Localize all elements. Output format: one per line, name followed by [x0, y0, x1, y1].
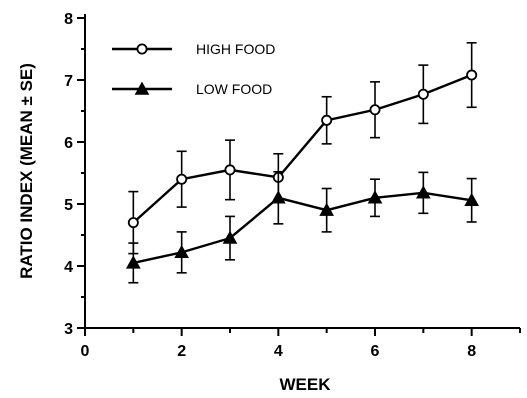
x-tick-label: 4	[274, 343, 283, 360]
low-food-point	[270, 190, 286, 204]
legend-high-food-marker	[136, 43, 148, 55]
low-food-point	[174, 244, 190, 259]
y-tick-label: 6	[64, 135, 73, 152]
low-food-point	[319, 202, 335, 216]
low-food-point	[222, 230, 238, 244]
plot-area: 3 4 5 6 7 8 0 2 4 6 8 HIGH FOOD LOW FOOD	[64, 11, 521, 360]
legend-low-food-label: LOW FOOD	[196, 81, 272, 97]
high-food-series-line	[132, 73, 473, 224]
high-food-point	[127, 217, 139, 229]
y-tick-label: 7	[64, 73, 73, 90]
low-food-point	[415, 185, 431, 199]
high-food-point	[417, 88, 429, 100]
x-tick-label: 2	[177, 343, 186, 360]
low-food-series-line	[133, 191, 472, 265]
low-food-point	[464, 192, 480, 206]
y-tick-label: 5	[64, 197, 73, 214]
high-food-point	[224, 164, 236, 176]
legend-high-food-label: HIGH FOOD	[196, 41, 275, 57]
low-food-point	[367, 190, 383, 204]
x-tick-label: 6	[371, 343, 380, 360]
y-tick-label: 4	[64, 259, 73, 276]
x-axis-title: WEEK	[280, 375, 332, 394]
high-food-point	[369, 104, 381, 116]
x-tick-label: 8	[467, 343, 476, 360]
low-food-point	[125, 255, 141, 269]
y-tick-label: 8	[64, 11, 73, 28]
y-axis-title: RATIO INDEX (MEAN ± SE)	[17, 63, 36, 279]
legend-low-food-marker	[134, 81, 150, 95]
high-food-point	[176, 173, 188, 185]
high-food-point	[321, 114, 333, 126]
x-tick-label: 0	[81, 343, 90, 360]
high-food-point	[466, 69, 478, 81]
y-tick-label: 3	[64, 321, 73, 338]
